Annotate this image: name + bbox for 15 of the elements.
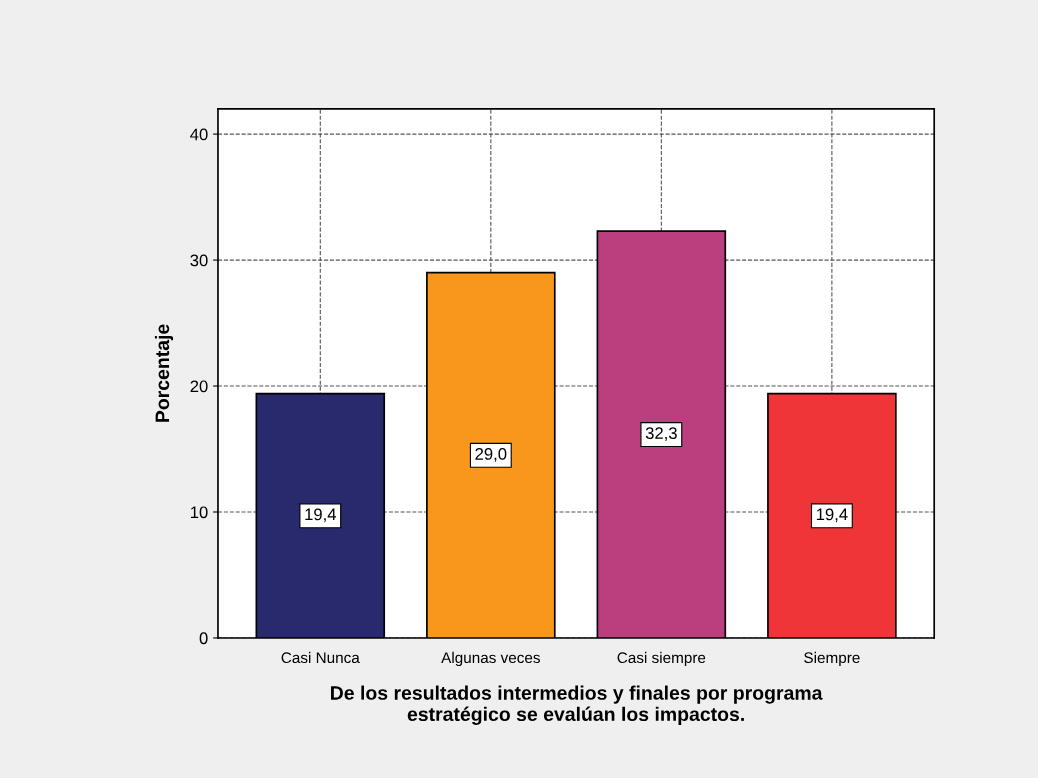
x-tick-label: Siempre <box>804 651 860 667</box>
data-label: 19,4 <box>305 508 337 523</box>
data-label: 19,4 <box>816 508 848 523</box>
data-label: 32,3 <box>645 427 677 441</box>
x-tick-label: Casi Nunca <box>281 651 360 664</box>
y-tick-label: 30 <box>190 254 208 267</box>
y-tick-label: 0 <box>199 632 208 645</box>
x-axis-title: De los resultados intermedios y finales por programa estratégico se evalúan los impactos. <box>331 685 823 725</box>
y-axis-title: Porcentaje <box>154 324 174 422</box>
y-tick-label: 10 <box>190 506 208 519</box>
x-tick-label: Casi siempre <box>617 651 706 667</box>
x-tick-label: Algunas veces <box>441 651 540 667</box>
y-tick-label: 20 <box>190 380 208 393</box>
y-tick-label: 40 <box>190 128 208 141</box>
data-label: 29,0 <box>475 447 507 462</box>
